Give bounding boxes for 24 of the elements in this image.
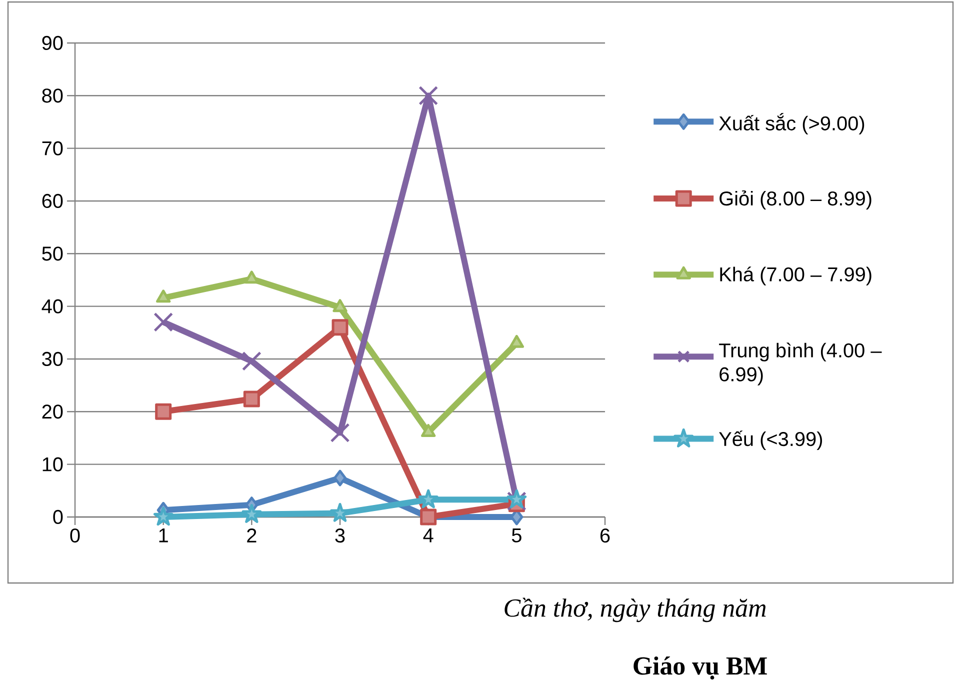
y-tick-label: 10: [42, 457, 63, 472]
y-tick-label: 60: [42, 194, 63, 208]
y-tick-label: 50: [42, 246, 63, 261]
text: Cần thơ, ngày tháng năm: [504, 598, 766, 622]
y-tick-label: 80: [42, 88, 63, 103]
y-tick-label: 70: [42, 141, 63, 156]
legend-label: Trung bình (4.00 – 6.99): [719, 342, 882, 386]
y-tick-label: 20: [42, 404, 63, 419]
text: Giáo vụ BM: [634, 656, 767, 680]
y-tick-label: 0: [53, 510, 63, 524]
x-tick-label: 4: [423, 528, 434, 542]
x-tick-label: 6: [600, 528, 610, 543]
x-tick-label: 3: [335, 528, 345, 543]
x-tick-label: 2: [247, 528, 256, 542]
legend-label: Khá (7.00 – 7.99): [720, 266, 872, 286]
y-tick-label: 30: [42, 352, 63, 366]
legend-label: Xuất sắc (>9.00): [719, 112, 864, 134]
x-tick-label: 5: [512, 528, 522, 542]
legend-label: Giỏi (8.00 – 8.99): [720, 190, 872, 210]
x-tick-label: 1: [159, 528, 168, 542]
y-tick-label: 40: [42, 299, 63, 314]
x-tick-label: 0: [70, 528, 80, 543]
y-tick-label: 90: [42, 36, 63, 50]
legend-label: Yếu (<3.99): [719, 430, 822, 450]
